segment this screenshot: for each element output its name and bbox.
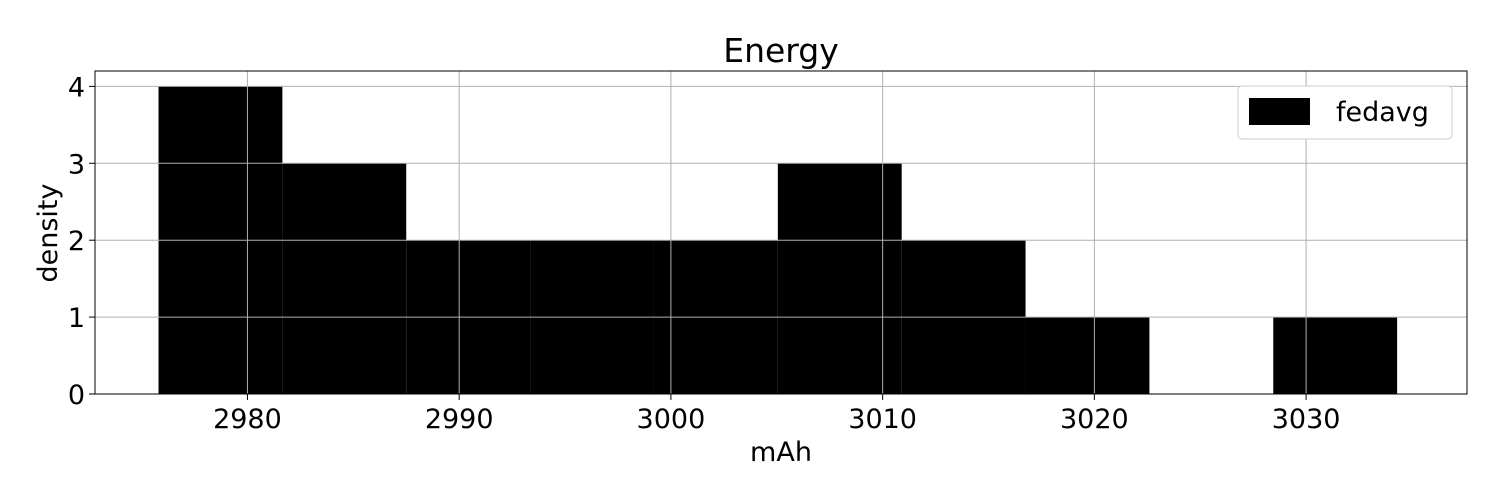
y-tick-label-0: 0 [68, 380, 85, 411]
histogram-bar-9 [1273, 317, 1398, 394]
histogram-bar-1 [282, 163, 407, 394]
legend: fedavg [1237, 85, 1453, 140]
y-ticks: 0 1 2 3 4 [68, 72, 95, 411]
y-tick-label-4: 4 [68, 72, 85, 103]
histogram-bar-5 [777, 163, 902, 394]
x-tick-label-2: 3000 [637, 404, 706, 435]
chart-title: Energy [723, 31, 839, 70]
y-tick-label-3: 3 [68, 149, 85, 180]
x-tick-label-0: 2980 [213, 404, 282, 435]
x-tick-label-5: 3030 [1272, 404, 1341, 435]
legend-label: fedavg [1336, 97, 1429, 128]
x-ticks: 2980 2990 3000 3010 3020 3030 [213, 394, 1340, 435]
y-axis-label: density [33, 183, 64, 282]
x-tick-label-1: 2990 [425, 404, 494, 435]
y-tick-label-2: 2 [68, 226, 85, 257]
x-axis-label: mAh [750, 437, 812, 468]
x-tick-label-4: 3020 [1060, 404, 1129, 435]
plot-frame [94, 70, 1468, 395]
histogram-bar-7 [1025, 317, 1150, 394]
y-tick-label-1: 1 [68, 303, 85, 334]
legend-swatch [1249, 98, 1310, 125]
x-tick-label-3: 3010 [848, 404, 917, 435]
